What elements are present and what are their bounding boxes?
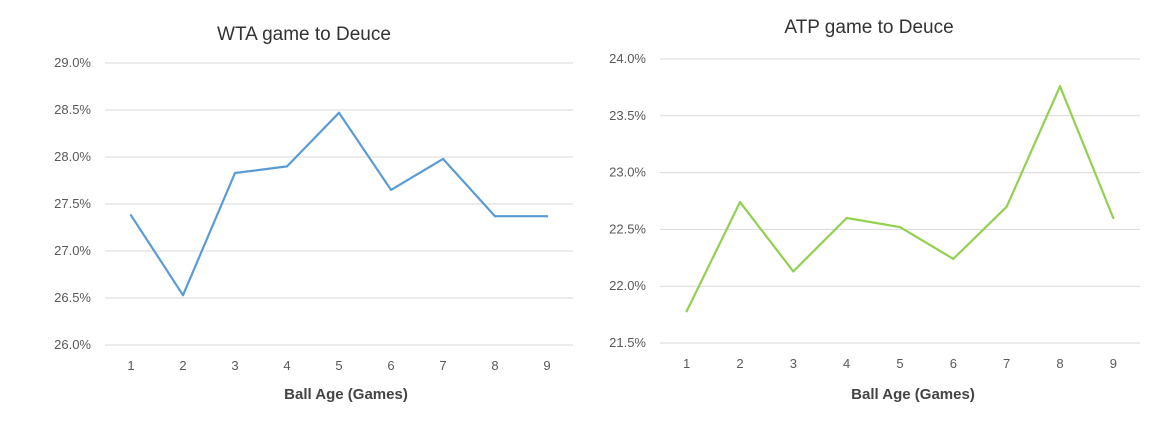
wta-y-tick-labels: 26.0% 26.5% 27.0% 27.5% 28.0% 28.5% 29.0%	[54, 55, 91, 352]
atp-data-point	[845, 216, 848, 220]
wta-data-point	[285, 165, 289, 168]
wta-data-point	[545, 215, 549, 218]
wta-y-tick-label: 29.0%	[54, 55, 91, 70]
wta-x-tick-label: 3	[231, 358, 238, 373]
atp-x-tick-label: 4	[843, 356, 850, 371]
atp-x-tick-label: 5	[896, 356, 903, 371]
atp-y-tick-label: 24.0%	[609, 51, 646, 66]
atp-y-tick-labels: 21.5% 22.0% 22.5% 23.0% 23.5% 24.0%	[609, 51, 646, 350]
wta-y-tick-label: 26.5%	[54, 290, 91, 305]
atp-x-tick-label: 1	[683, 356, 690, 371]
atp-y-tick-label: 23.0%	[609, 165, 646, 180]
atp-x-tick-label: 8	[1056, 356, 1063, 371]
atp-data-point	[685, 310, 688, 313]
atp-y-tick-label: 21.5%	[609, 335, 646, 350]
wta-y-tick-label: 27.0%	[54, 243, 91, 258]
atp-y-tick-label: 22.5%	[609, 221, 646, 236]
wta-y-tick-label: 28.0%	[54, 149, 91, 164]
wta-x-tick-label: 4	[283, 358, 290, 373]
wta-data-point	[181, 294, 185, 297]
wta-x-tick-label: 6	[387, 358, 394, 373]
wta-x-axis-title: Ball Age (Games)	[284, 386, 408, 403]
atp-x-tick-label: 2	[736, 356, 743, 371]
wta-data-point	[441, 157, 445, 160]
atp-x-axis-title: Ball Age (Games)	[851, 386, 975, 403]
wta-data-point	[493, 215, 497, 218]
wta-chart-title: WTA game to Deuce	[217, 24, 391, 45]
atp-data-point	[1005, 205, 1008, 208]
wta-data-point	[129, 214, 133, 217]
atp-gridlines	[660, 58, 1140, 344]
wta-data-point	[233, 171, 237, 175]
wta-x-tick-label: 1	[127, 358, 134, 373]
wta-data-point	[389, 188, 393, 191]
atp-y-tick-label: 23.5%	[609, 108, 646, 123]
atp-x-tick-labels: 1 2 3 4 5 6 7 8 9	[683, 356, 1117, 371]
atp-series-line	[685, 85, 1115, 313]
wta-x-tick-label: 7	[439, 358, 446, 373]
atp-chart: ATP game to Deuce 21.5%22.0%22.5%23.0%23…	[609, 17, 1140, 403]
wta-series	[129, 111, 549, 297]
wta-x-tick-labels: 1 2 3 4 5 6 7 8 9	[127, 358, 550, 373]
atp-x-tick-label: 9	[1110, 356, 1117, 371]
wta-y-tick-label: 26.0%	[54, 337, 91, 352]
atp-data-point	[738, 201, 742, 204]
atp-y-tick-label: 22.0%	[609, 278, 646, 293]
wta-data-point	[337, 111, 341, 114]
wta-y-tick-label: 27.5%	[54, 196, 91, 211]
wta-x-tick-label: 8	[491, 358, 498, 373]
wta-x-tick-label: 5	[335, 358, 342, 373]
atp-x-tick-label: 7	[1003, 356, 1010, 371]
wta-x-tick-label: 9	[543, 358, 550, 373]
atp-data-point	[898, 226, 902, 229]
wta-x-tick-label: 2	[179, 358, 186, 373]
atp-data-point	[792, 270, 795, 273]
atp-data-point	[1058, 85, 1062, 88]
atp-chart-title: ATP game to Deuce	[784, 17, 953, 38]
atp-series	[685, 85, 1115, 313]
wta-gridlines	[105, 62, 573, 346]
wta-y-tick-label: 28.5%	[54, 102, 91, 117]
wta-chart: WTA game to Deuce 26.0%26.5%27.0%27.5%28…	[54, 24, 573, 403]
atp-data-point	[952, 257, 955, 261]
atp-x-tick-label: 3	[790, 356, 797, 371]
atp-x-tick-label: 6	[950, 356, 957, 371]
atp-data-point	[1112, 216, 1115, 220]
